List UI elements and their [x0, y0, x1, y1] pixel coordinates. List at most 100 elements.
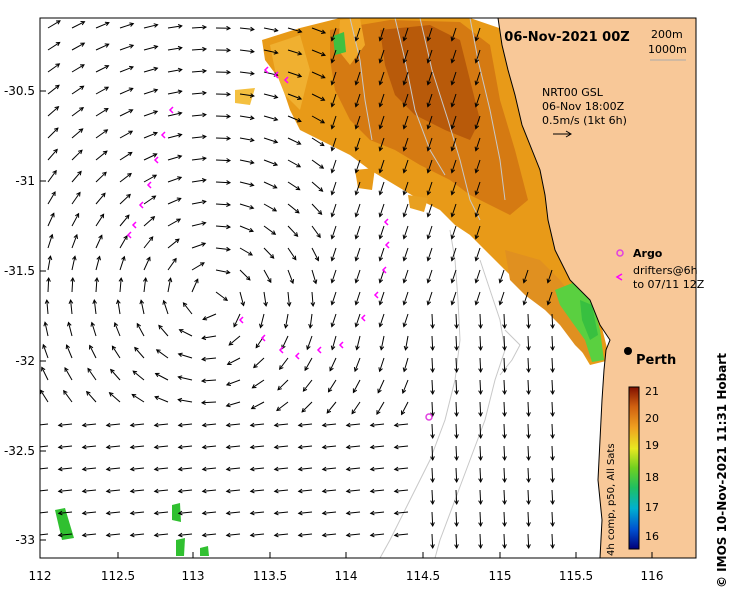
current-arrow: [226, 533, 241, 536]
current-arrow: [95, 277, 98, 293]
current-arrow: [403, 71, 409, 85]
current-arrow: [274, 467, 289, 470]
current-arrowhead: [354, 322, 360, 328]
current-arrowhead: [104, 65, 110, 70]
current-arrowhead: [110, 368, 115, 374]
current-arrow: [253, 357, 265, 368]
current-arrow: [233, 313, 241, 327]
current-arrowhead: [378, 102, 384, 108]
current-arrow: [394, 533, 409, 536]
current-arrowhead: [320, 51, 326, 57]
current-arrowhead: [269, 254, 275, 259]
current-arrow: [167, 197, 182, 205]
current-arrow: [47, 149, 58, 161]
current-arrowhead: [430, 522, 435, 528]
current-arrow: [263, 27, 278, 32]
current-arrow: [163, 300, 169, 315]
current-arrowhead: [454, 478, 459, 484]
current-arrowhead: [402, 58, 408, 64]
current-arrow: [250, 489, 265, 492]
y-tick-label: -30.5: [4, 84, 35, 98]
current-arrowhead: [320, 119, 326, 124]
scale-arrow-icon: [553, 130, 572, 138]
current-arrowhead: [378, 80, 384, 86]
current-arrow: [263, 115, 278, 121]
current-arrowhead: [273, 139, 279, 144]
current-arrowhead: [526, 368, 531, 374]
current-arrowhead: [225, 510, 231, 516]
current-arrow: [119, 44, 134, 51]
current-arrowhead: [378, 212, 384, 218]
drifters-legend-label: drifters@6h: [633, 264, 698, 277]
current-arrow: [427, 225, 433, 239]
current-arrowhead: [158, 324, 163, 330]
current-arrowhead: [153, 88, 159, 93]
current-arrow: [403, 181, 409, 195]
current-arrow: [263, 93, 278, 98]
current-arrowhead: [354, 80, 360, 86]
y-tick-label: -31: [15, 174, 35, 188]
drifter-position: [278, 346, 284, 354]
current-arrow: [355, 93, 361, 107]
current-arrow: [167, 278, 172, 293]
current-arrowhead: [345, 532, 351, 538]
current-arrowhead: [401, 410, 406, 416]
current-arrowhead: [202, 90, 207, 96]
current-arrow: [311, 181, 323, 192]
current-arrow: [143, 174, 157, 183]
current-arrowhead: [330, 58, 336, 64]
current-arrowhead: [401, 388, 407, 394]
current-arrow: [475, 115, 481, 129]
colorbar-tick: 16: [645, 530, 659, 543]
current-arrow: [154, 423, 169, 426]
current-arrowhead: [474, 146, 480, 152]
current-arrowhead: [330, 300, 336, 306]
current-arrowhead: [402, 190, 408, 196]
current-arrow: [451, 159, 457, 173]
current-arrowhead: [550, 346, 555, 352]
current-arrowhead: [378, 256, 384, 262]
current-arrowhead: [81, 532, 87, 538]
drifter-position: [260, 334, 266, 342]
current-arrowhead: [403, 345, 409, 351]
current-arrowhead: [320, 74, 326, 79]
current-arrowhead: [378, 36, 384, 42]
current-arrowhead: [202, 68, 208, 74]
current-arrow: [71, 128, 84, 139]
current-arrowhead: [177, 89, 183, 95]
current-arrow: [71, 192, 81, 205]
current-arrow: [403, 49, 409, 63]
current-arrowhead: [426, 256, 432, 262]
current-arrowhead: [174, 238, 180, 244]
current-arrow: [455, 423, 458, 439]
drifter-position: [168, 106, 174, 114]
current-arrow: [47, 84, 60, 95]
current-arrow: [527, 313, 530, 329]
current-arrow: [71, 21, 85, 29]
current-arrowhead: [550, 478, 555, 484]
current-arrowhead: [402, 80, 408, 86]
current-arrow: [370, 467, 385, 470]
current-arrowhead: [454, 412, 459, 418]
current-arrowhead: [129, 22, 135, 27]
current-arrowhead: [330, 212, 336, 218]
current-arrowhead: [81, 510, 87, 516]
current-arrowhead: [550, 522, 555, 528]
current-arrow: [226, 467, 241, 470]
current-arrow: [403, 225, 409, 239]
current-arrowhead: [44, 299, 50, 304]
current-arrowhead: [355, 345, 360, 351]
current-arrow: [479, 423, 482, 439]
current-arrowhead: [402, 36, 408, 42]
current-arrow: [355, 225, 361, 239]
current-arrow: [95, 86, 109, 95]
current-arrowhead: [249, 510, 255, 516]
current-arrow: [95, 43, 109, 51]
current-arrow: [252, 379, 265, 389]
current-arrow: [119, 23, 134, 29]
current-arrow: [503, 511, 506, 527]
current-arrowhead: [225, 422, 231, 428]
current-arrowhead: [55, 20, 61, 25]
current-arrow: [379, 203, 385, 217]
current-arrow: [179, 329, 193, 337]
